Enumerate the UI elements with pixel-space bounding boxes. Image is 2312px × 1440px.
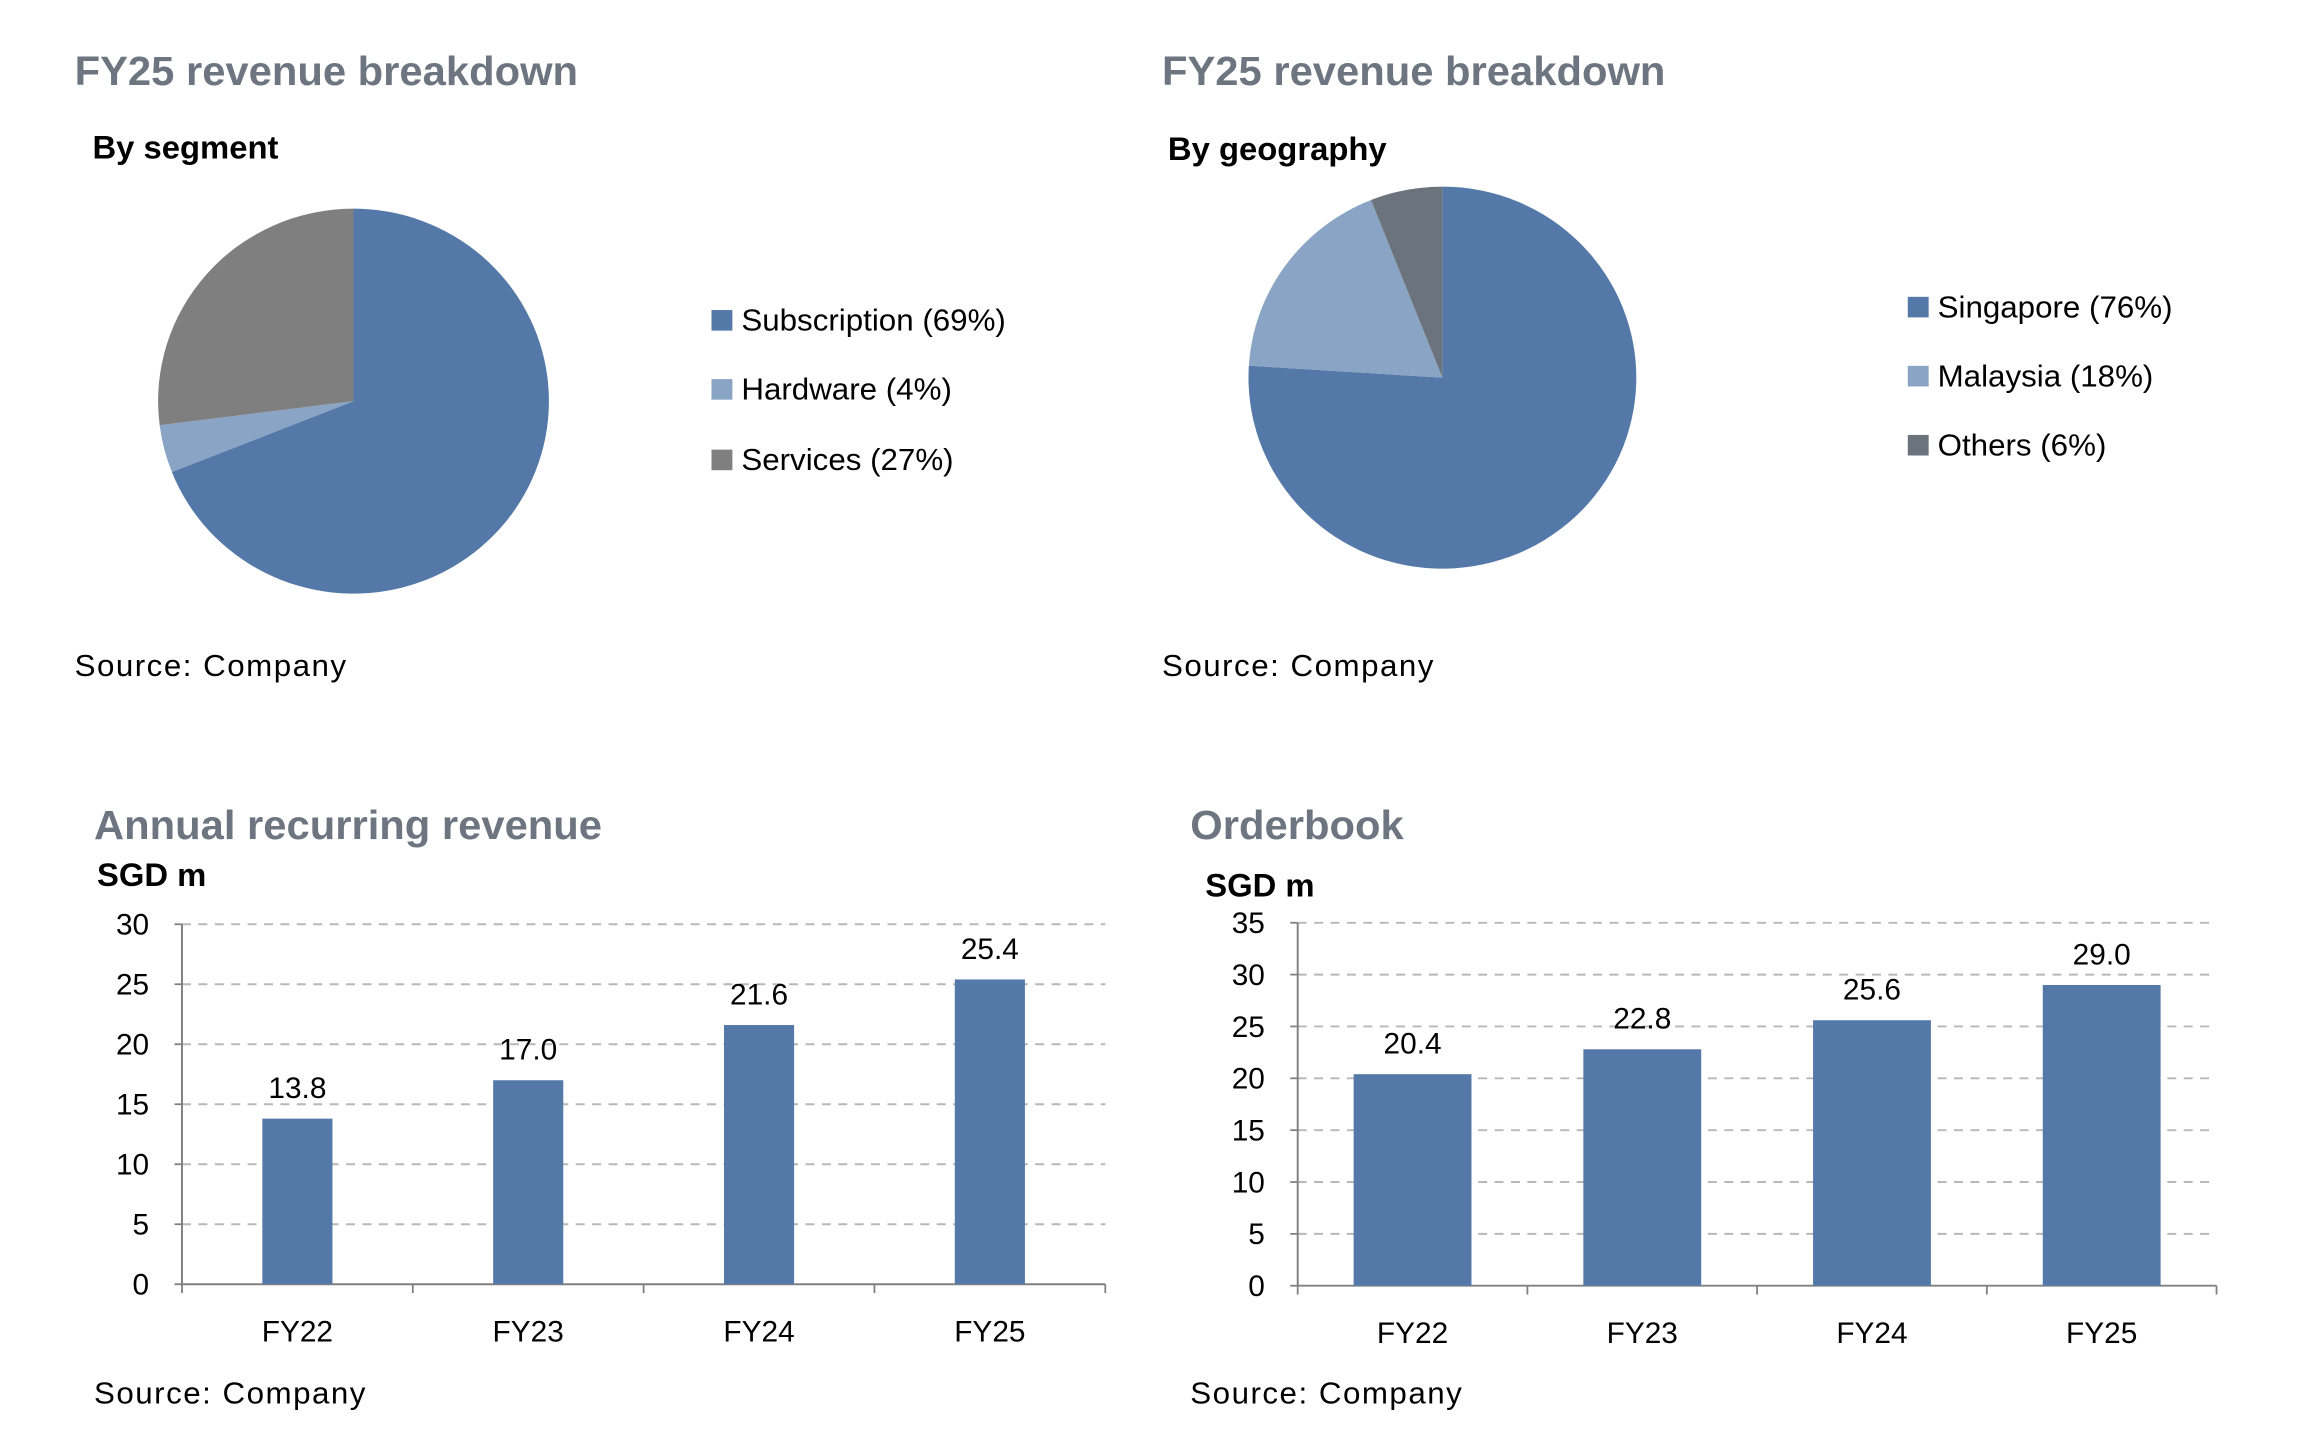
y-axis-unit: SGD m: [97, 857, 206, 893]
legend-swatch: [711, 449, 733, 471]
y-tick-label: 30: [1232, 959, 1265, 992]
legend-swatch: [1907, 434, 1929, 456]
bar: [1583, 1049, 1702, 1286]
x-tick-label: FY23: [493, 1316, 564, 1349]
pie-slice: [1371, 186, 1443, 378]
bar: [493, 1080, 564, 1285]
legend-label: Malaysia (18%): [1938, 359, 2154, 394]
y-tick-label: 35: [1232, 907, 1265, 940]
data-label: 29.0: [2073, 939, 2131, 972]
pie-slice: [158, 208, 354, 426]
x-tick-label: FY22: [262, 1316, 333, 1349]
legend-swatch: [1907, 365, 1929, 387]
arr-bar-chart: 0 5 10 15 20 25 30 13.8 FY22 17.0 FY23 21.6 FY24 25.4…: [116, 909, 1107, 1349]
x-tick-label: FY25: [954, 1316, 1025, 1349]
x-tick-label: FY23: [1607, 1317, 1678, 1350]
legend-swatch: [1907, 296, 1929, 318]
segment-pie-panel: FY25 revenue breakdown By segment Subscr…: [75, 48, 1006, 683]
legend-label: Others (6%): [1938, 428, 2107, 463]
chart-subtitle: By geography: [1168, 131, 1387, 167]
x-tick-label: FY25: [2066, 1317, 2137, 1350]
source-note: Source: Company: [75, 648, 348, 683]
y-tick-label: 5: [1248, 1218, 1265, 1251]
y-tick-label: 30: [116, 909, 149, 942]
y-tick-label: 10: [116, 1149, 149, 1182]
chart-title: FY25 revenue breakdown: [1162, 48, 1665, 95]
pie-slice: [171, 208, 549, 594]
y-tick-label: 25: [1232, 1011, 1265, 1044]
orderbook-bar-panel: Orderbook SGD m 0 5 10 15 20 25 30 35 20.4 FY22 22…: [1190, 801, 2218, 1410]
chart-title: Annual recurring revenue: [94, 801, 602, 848]
geography-pie-panel: FY25 revenue breakdown By geography Sing…: [1162, 48, 2173, 683]
legend-swatch: [711, 310, 733, 331]
orderbook-bar-chart: 0 5 10 15 20 25 30 35 20.4 FY22 22.8 FY23 25.6 FY24 29…: [1232, 907, 2218, 1350]
bar: [723, 1025, 795, 1285]
y-tick-label: 0: [1248, 1270, 1265, 1303]
y-tick-label: 20: [116, 1029, 149, 1062]
bar: [2042, 984, 2161, 1286]
data-label: 20.4: [1384, 1028, 1442, 1061]
legend-label: Services (27%): [741, 442, 953, 477]
chart-title: FY25 revenue breakdown: [75, 48, 578, 95]
chart-title: Orderbook: [1190, 801, 1404, 848]
data-label: 22.8: [1613, 1003, 1671, 1036]
y-axis-unit: SGD m: [1205, 868, 1314, 904]
bar: [262, 1118, 333, 1285]
source-note: Source: Company: [1190, 1375, 1463, 1410]
data-label: 25.6: [1843, 974, 1901, 1007]
legend-label: Subscription (69%): [741, 303, 1006, 338]
data-label: 25.4: [961, 933, 1019, 966]
bar: [954, 979, 1025, 1285]
legend-label: Singapore (76%): [1938, 290, 2173, 325]
pie-slice: [159, 401, 354, 473]
chart-subtitle: By segment: [92, 130, 278, 166]
y-tick-label: 25: [116, 969, 149, 1002]
x-tick-label: FY22: [1377, 1317, 1448, 1350]
source-note: Source: Company: [94, 1375, 367, 1410]
segment-legend: Subscription (69%) Hardware (4%) Services …: [711, 303, 1006, 477]
y-tick-label: 5: [133, 1209, 150, 1242]
legend-swatch: [711, 379, 733, 400]
y-tick-label: 0: [133, 1269, 150, 1302]
pie-slice: [1248, 200, 1443, 378]
data-label: 17.0: [499, 1034, 557, 1067]
source-note: Source: Company: [1162, 648, 1435, 683]
bar: [1813, 1020, 1931, 1286]
data-label: 13.8: [268, 1072, 326, 1105]
y-tick-label: 20: [1232, 1063, 1265, 1096]
geography-pie: [1248, 186, 1637, 569]
y-tick-label: 15: [1232, 1115, 1265, 1148]
segment-pie: [158, 208, 549, 594]
bar: [1353, 1074, 1472, 1286]
geography-legend: Singapore (76%) Malaysia (18%) Others (6%): [1907, 290, 2173, 463]
x-tick-label: FY24: [1836, 1317, 1907, 1350]
x-tick-label: FY24: [723, 1316, 794, 1349]
y-tick-label: 10: [1232, 1166, 1265, 1199]
arr-bar-panel: Annual recurring revenue SGD m 0 5 10 15 20 2…: [94, 801, 1107, 1410]
legend-label: Hardware (4%): [741, 372, 952, 407]
y-tick-label: 15: [116, 1089, 149, 1122]
data-label: 21.6: [730, 979, 788, 1012]
